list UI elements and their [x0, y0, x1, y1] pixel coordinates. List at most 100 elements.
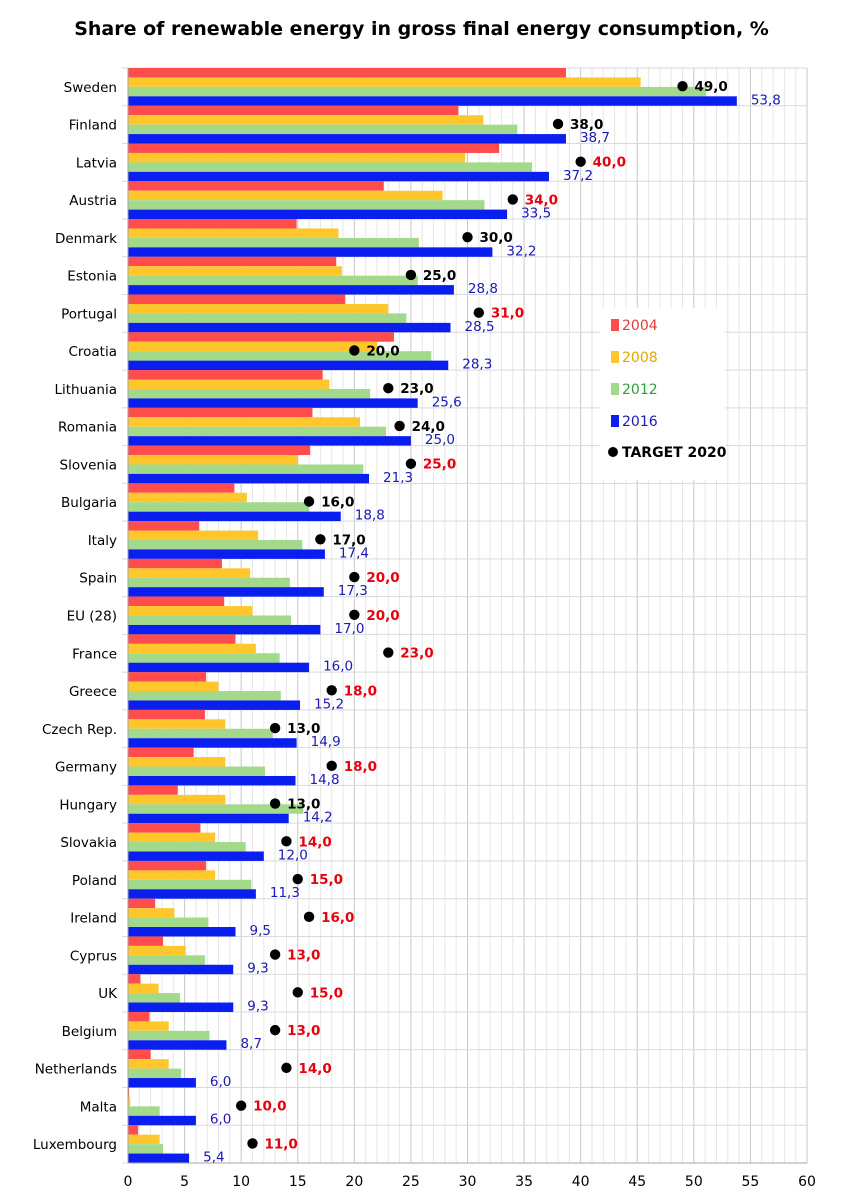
bar-2016: [128, 889, 256, 899]
bar-2016: [128, 322, 451, 333]
bar-2012: [128, 728, 273, 739]
bar-2008: [128, 455, 298, 465]
bar-2008: [128, 152, 466, 163]
value-label-2016: 28,5: [465, 319, 495, 335]
bar-2012: [128, 313, 407, 323]
legend-swatch-2012: [611, 383, 619, 395]
bar-2008: [128, 1059, 169, 1069]
category-label: Poland: [72, 873, 117, 889]
x-tick-label: 20: [345, 1174, 363, 1190]
target-2020-marker: [677, 80, 688, 92]
category-label: EU (28): [67, 609, 117, 625]
category-label: Austria: [69, 193, 117, 209]
bar-2016: [128, 964, 234, 975]
bar-2004: [128, 634, 236, 644]
value-label-2016: 25,0: [425, 432, 455, 448]
target-2020-marker: [269, 1024, 281, 1036]
category-label: Denmark: [55, 231, 117, 247]
bar-2012: [128, 804, 304, 814]
target-2020-marker: [552, 118, 564, 130]
x-tick-label: 40: [572, 1174, 590, 1190]
bar-2012: [128, 1030, 210, 1041]
target-2020-label: 25,0: [423, 268, 456, 284]
bar-2016: [128, 738, 297, 748]
bar-2012: [128, 879, 252, 890]
bar-2008: [128, 341, 377, 352]
target-2020-label: 14,0: [298, 1061, 331, 1077]
bar-2012: [128, 766, 265, 776]
value-label-2016: 28,8: [468, 281, 498, 297]
bar-2016: [128, 813, 289, 824]
bar-2016: [128, 1078, 196, 1088]
bar-2012: [128, 653, 280, 663]
target-2020-label: 11,0: [264, 1136, 297, 1152]
bar-2016: [128, 1040, 227, 1050]
legend-label-2016: 2016: [622, 414, 658, 430]
target-2020-marker: [405, 269, 417, 281]
target-2020-marker: [292, 873, 303, 885]
bar-2012: [128, 275, 418, 286]
bar-2016: [128, 624, 321, 635]
bar-2012: [128, 502, 310, 512]
bar-2016: [128, 209, 508, 220]
x-tick-label: 5: [180, 1174, 189, 1190]
target-2020-label: 16,0: [321, 495, 354, 511]
bar-2016: [128, 171, 549, 182]
category-label: Netherlands: [35, 1062, 117, 1078]
bar-2008: [128, 77, 641, 87]
x-tick-label: 25: [402, 1174, 420, 1190]
bar-2004: [128, 860, 207, 871]
x-tick-label: 45: [628, 1174, 646, 1190]
bar-2008: [128, 832, 216, 843]
bar-2008: [128, 266, 342, 276]
bar-2004: [128, 521, 200, 531]
bar-2016: [128, 285, 454, 295]
value-label-2016: 21,3: [383, 470, 413, 486]
target-2020-label: 30,0: [480, 230, 513, 246]
x-tick-label: 30: [459, 1174, 477, 1190]
target-2020-label: 34,0: [525, 192, 558, 208]
bar-2012: [128, 86, 707, 97]
bar-2016: [128, 587, 324, 597]
bar-2012: [128, 1106, 160, 1116]
target-2020-marker: [269, 722, 281, 734]
category-label: Spain: [79, 571, 117, 587]
legend-box: [600, 308, 725, 480]
bar-2008: [128, 1021, 169, 1031]
category-label: Estonia: [67, 269, 117, 285]
target-2020-marker: [281, 836, 292, 847]
bar-2012: [128, 1144, 164, 1154]
bar-2012: [128, 691, 281, 701]
bar-2016: [128, 96, 737, 106]
target-2020-label: 15,0: [310, 985, 343, 1001]
value-label-2016: 17,3: [338, 583, 368, 599]
value-label-2016: 53,8: [751, 92, 781, 108]
legend-swatch-2004: [611, 319, 619, 331]
value-label-2016: 8,7: [240, 1036, 261, 1052]
x-tick-label: 0: [124, 1174, 133, 1190]
category-label: Slovenia: [60, 457, 117, 473]
value-label-2016: 25,6: [432, 394, 462, 410]
target-2020-label: 23,0: [400, 381, 433, 397]
bar-2004: [128, 709, 205, 720]
target-2020-label: 13,0: [287, 948, 320, 964]
legend-swatch-2008: [611, 351, 619, 363]
target-2020-marker: [383, 647, 394, 658]
bar-2004: [128, 1049, 151, 1060]
bar-2012: [128, 388, 371, 399]
bar-2004: [128, 1011, 150, 1022]
category-label: Romania: [58, 420, 117, 436]
target-2020-label: 14,0: [298, 834, 331, 850]
bar-2012: [128, 200, 485, 210]
target-2020-marker: [326, 760, 337, 772]
bar-2016: [128, 436, 411, 446]
target-2020-marker: [292, 987, 303, 998]
target-2020-label: 25,0: [423, 457, 456, 473]
x-tick-label: 50: [685, 1174, 703, 1190]
bar-2008: [128, 945, 186, 956]
category-label: Cyprus: [70, 948, 117, 964]
bar-2008: [128, 983, 159, 994]
bar-2012: [128, 162, 533, 172]
target-2020-label: 18,0: [344, 759, 377, 775]
